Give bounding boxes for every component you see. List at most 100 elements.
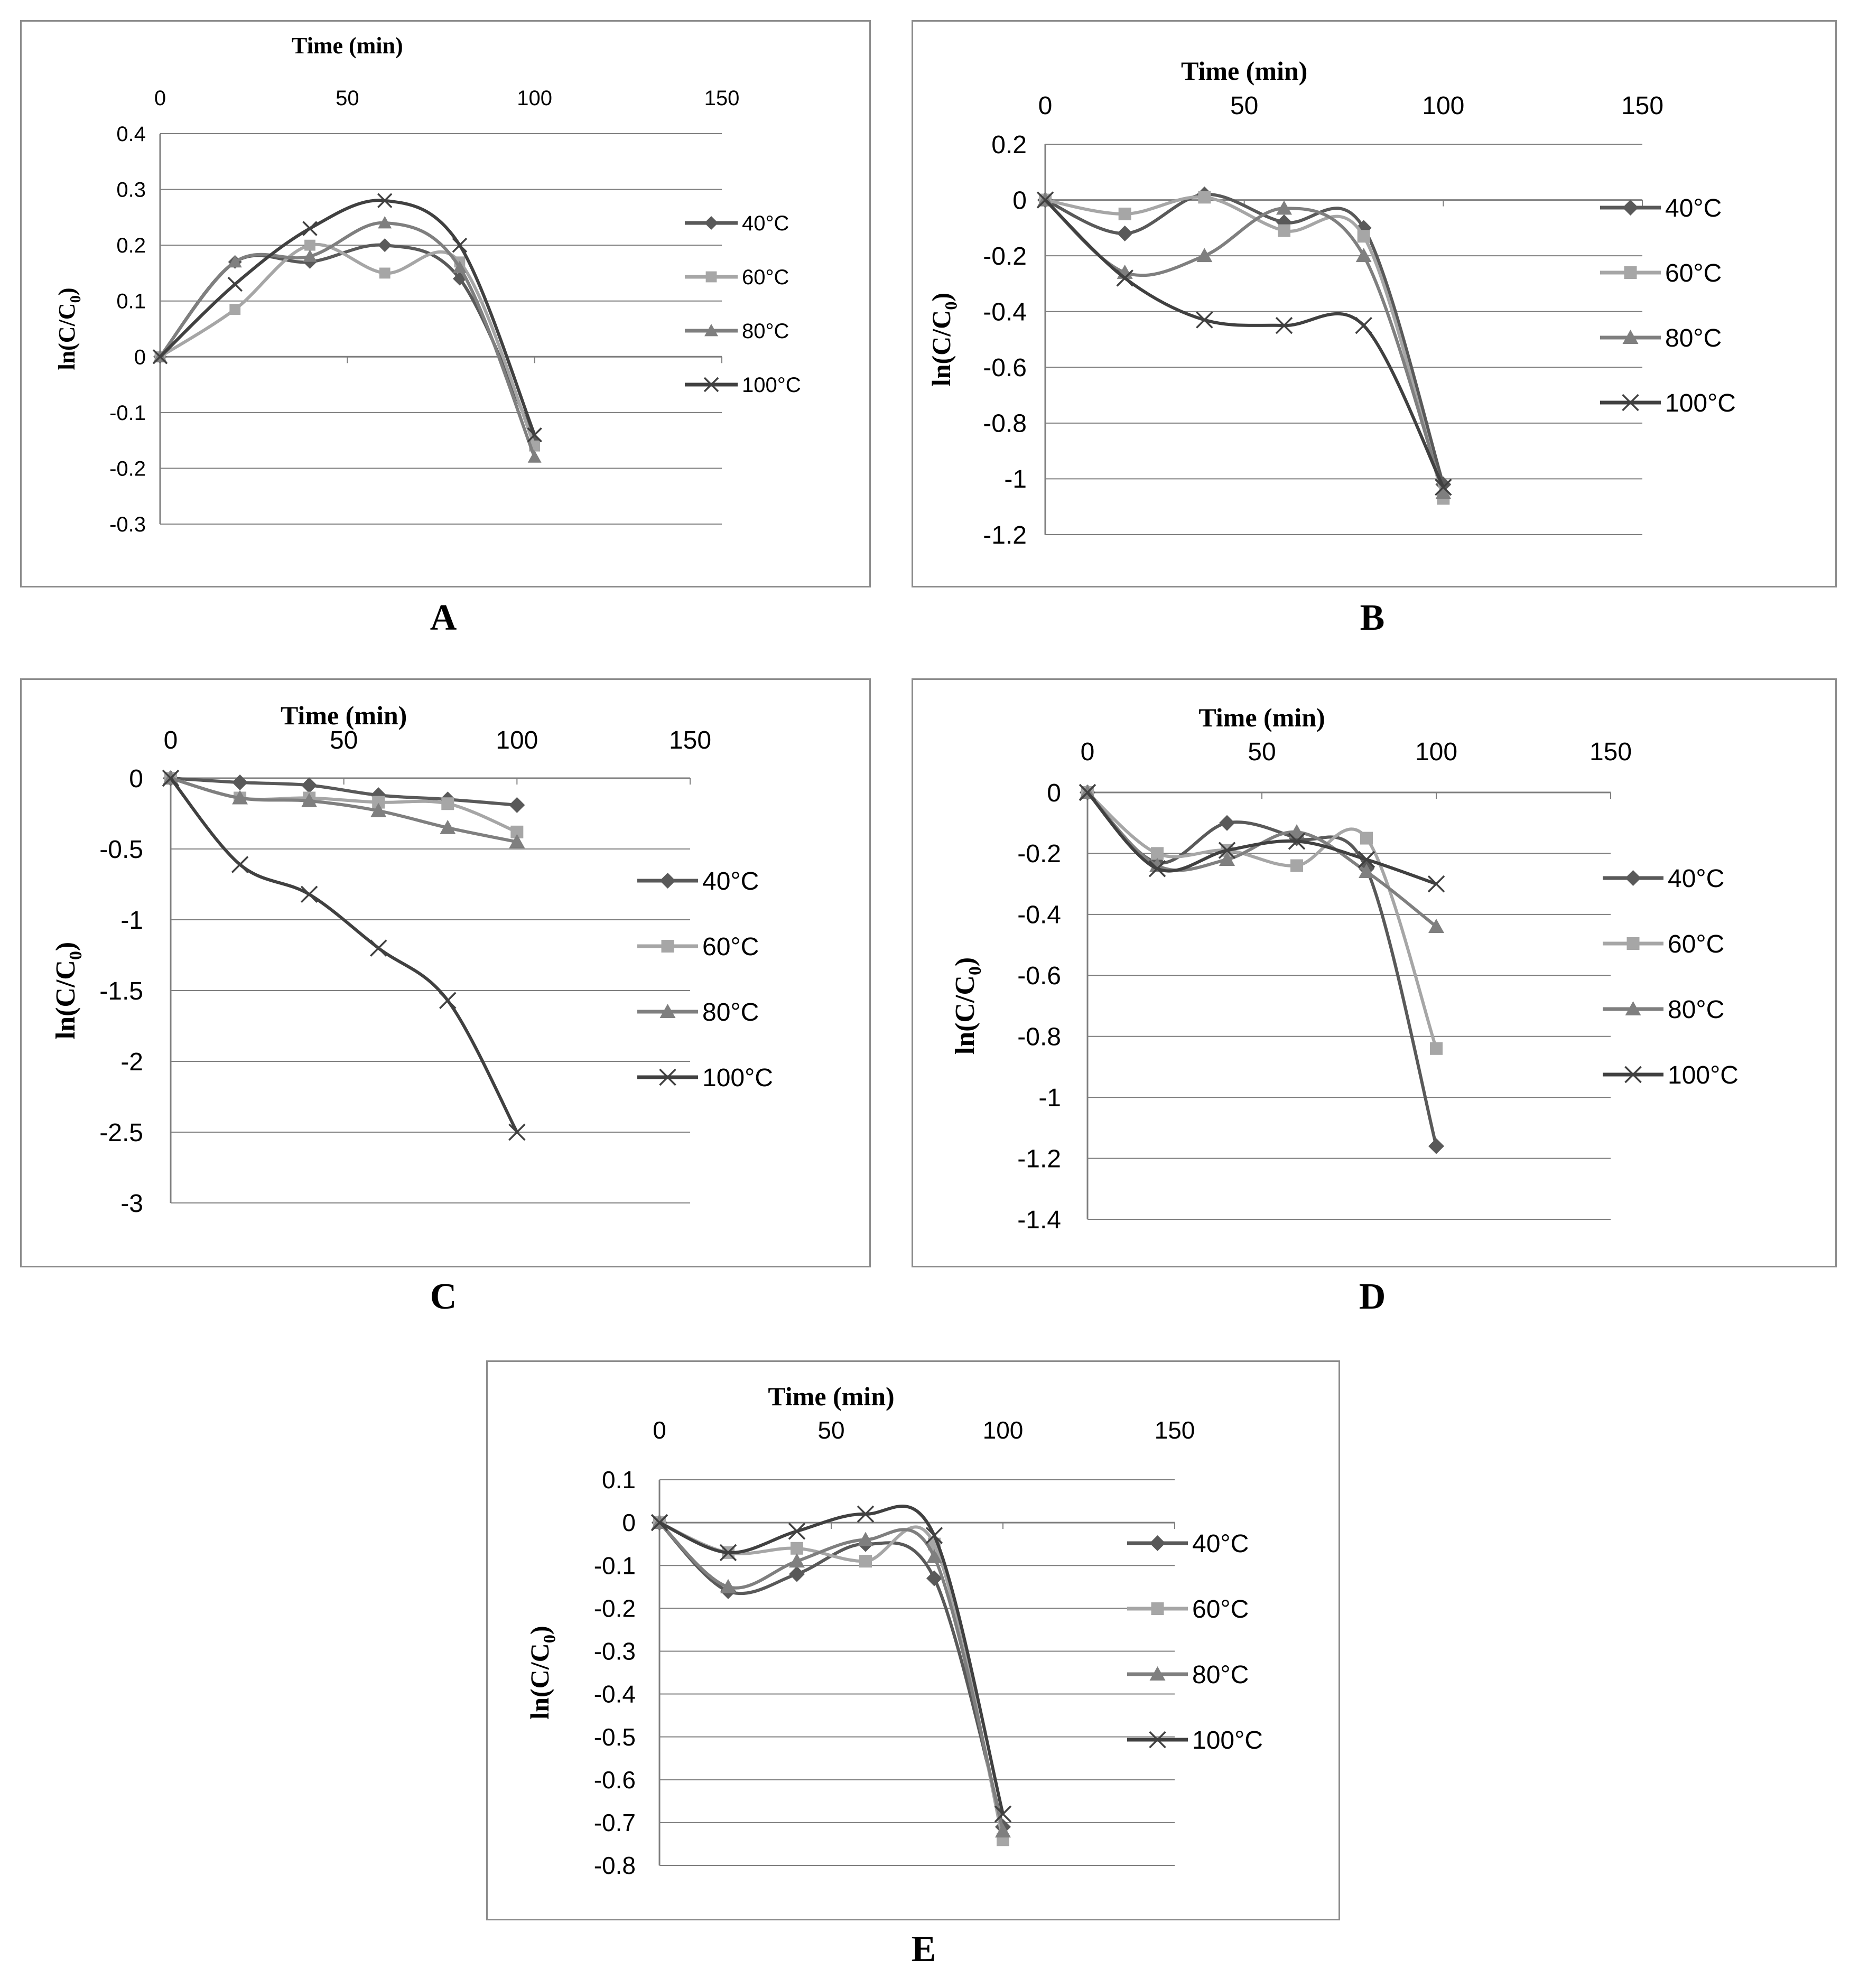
data-point [1148,860,1166,878]
legend-marker [1622,330,1639,344]
panel-label-b: B [1360,598,1385,638]
data-point [926,1570,942,1586]
data-point [1435,479,1452,496]
chart-e-plot: 0.1 0 -0.1 -0.2 -0.3 -0.4 -0.5 -0.6 -0.7 -0.8 0 50 1… [525,1382,1263,1879]
data-point [303,249,317,262]
y-tick-label: -0.4 [1017,901,1061,929]
panel-label-e: E [911,1929,936,1970]
y-axis-title: ln(C/C0) [54,287,84,370]
legend-marker [1149,1535,1166,1551]
series-line [658,1521,1005,1832]
legend-marker [1624,1066,1642,1084]
data-point [1117,225,1133,241]
data-point [1196,248,1213,263]
data-point [1219,851,1235,866]
y-tick-label: -0.6 [1017,962,1061,990]
x-tick-label: 150 [1621,92,1663,120]
series-line [658,1521,1005,1841]
x-tick-label: 0 [164,726,178,754]
x-tick-label: 100 [517,87,552,110]
x-tick-label: 50 [330,726,358,754]
y-axis-title: ln(C/C0) [926,293,961,386]
data-point [1289,824,1305,839]
y-tick-label: -2.5 [99,1119,143,1147]
y-tick-label: -0.5 [99,836,143,864]
y-tick-label: -0.2 [983,242,1027,270]
data-point [509,834,525,848]
series-line [1044,192,1445,485]
legend-label: 100°C [742,374,801,397]
data-point [857,1505,875,1523]
legend-marker [1625,870,1641,886]
data-point [527,450,542,463]
chart-panel-b: 0.2 0 -0.2 -0.4 -0.6 -0.8 -1 -1.2 0 50 100 150 Time … [912,20,1837,587]
series-line [1045,195,1445,499]
data-point [304,239,315,251]
panel-label-d: D [1359,1276,1386,1317]
y-tick-label: -0.5 [594,1723,636,1751]
data-point [1218,842,1236,859]
data-point [1219,815,1235,831]
data-point [229,304,241,315]
data-point [379,267,391,279]
y-axis-title: ln(C/C0) [525,1626,560,1719]
data-point [1290,859,1303,872]
data-point [1359,864,1374,879]
legend-label: 80°C [702,998,759,1026]
legend-label: 40°C [1192,1530,1249,1558]
y-tick-label: 0 [1047,779,1061,807]
data-point [650,1514,668,1532]
legend-label: 100°C [1192,1726,1263,1754]
data-point [1357,230,1370,243]
data-point [1427,875,1445,893]
data-point [926,1549,942,1563]
chart-panel-d: 0 -0.2 -0.4 -0.6 -0.8 -1 -1.2 -1.4 0 50 100 150 Time… [912,678,1837,1267]
data-point [719,1544,737,1562]
x-tick-label: 0 [1038,92,1053,120]
legend-marker [703,377,719,393]
data-point [369,939,387,957]
data-point [452,260,467,273]
legend-marker [659,1004,676,1018]
y-tick-label: -2 [120,1048,143,1076]
y-tick-label: 0.1 [602,1466,636,1494]
y-tick-label: 0.3 [116,179,146,202]
data-point [1358,851,1375,869]
data-point [789,1566,805,1582]
x-axis-title: Time (min) [292,33,403,59]
y-tick-label: -1 [1038,1084,1061,1112]
y-tick-label: -1 [1004,465,1027,493]
data-point [378,238,392,253]
y-tick-label: -0.2 [1017,840,1061,868]
data-point [858,1532,873,1546]
x-tick-label: 50 [817,1416,844,1444]
y-tick-label: -0.2 [109,457,146,480]
legend-marker [1622,200,1639,216]
data-point [1275,316,1293,334]
data-point [1276,200,1292,215]
legend-marker [1149,1666,1166,1681]
x-tick-label: 150 [704,87,740,110]
series-line [159,221,536,458]
y-tick-label: -0.3 [594,1638,636,1665]
y-tick-label: 0.2 [991,131,1027,159]
legend-label: 60°C [1665,259,1722,287]
series-line [170,777,517,844]
data-point [440,819,456,834]
data-point [859,1555,872,1568]
legend-marker [704,324,718,337]
data-point [1116,269,1133,287]
y-tick-label: 0.2 [116,234,146,257]
x-tick-label: 100 [983,1416,1024,1444]
x-tick-label: 50 [1230,92,1258,120]
data-point [1198,191,1211,204]
series-line [658,1521,1005,1827]
data-point [302,221,318,236]
legend-marker [1622,394,1639,412]
x-tick-label: 0 [1081,738,1095,766]
chart-c-plot: 0 -0.5 -1 -1.5 -2 -2.5 -3 0 50 100 150 Time (min) ln… [51,701,773,1218]
data-point [527,427,542,443]
y-tick-label: 0 [134,346,146,369]
data-point [1435,484,1452,499]
legend-marker [1149,1731,1166,1749]
